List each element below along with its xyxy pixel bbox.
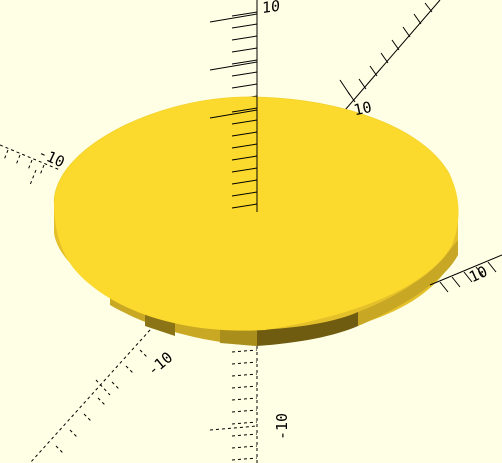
y-axis-negative [29, 329, 151, 463]
cylinder-top-face [54, 96, 459, 331]
y-negative-label: -10 [144, 348, 176, 379]
cylinder-side-shade-4 [257, 312, 358, 346]
cylinder-side-shade-3 [220, 328, 257, 346]
y-positive-label: 10 [352, 98, 373, 119]
z-positive-label: 10 [262, 0, 280, 17]
z-axis-negative [209, 346, 258, 463]
z-axis-over-object [209, 96, 258, 212]
cylinder-side-shade-2 [145, 312, 175, 336]
x-axis-negative [0, 144, 61, 186]
cylinder-side-shade-5 [358, 240, 458, 326]
cylinder-object[interactable] [53, 96, 459, 346]
cylinder-facets [53, 96, 451, 204]
x-positive-label: 10 [466, 262, 490, 286]
x-negative-label: -10 [35, 144, 67, 172]
x-axis-positive [429, 254, 502, 293]
z-negative-label: -10 [273, 413, 291, 440]
